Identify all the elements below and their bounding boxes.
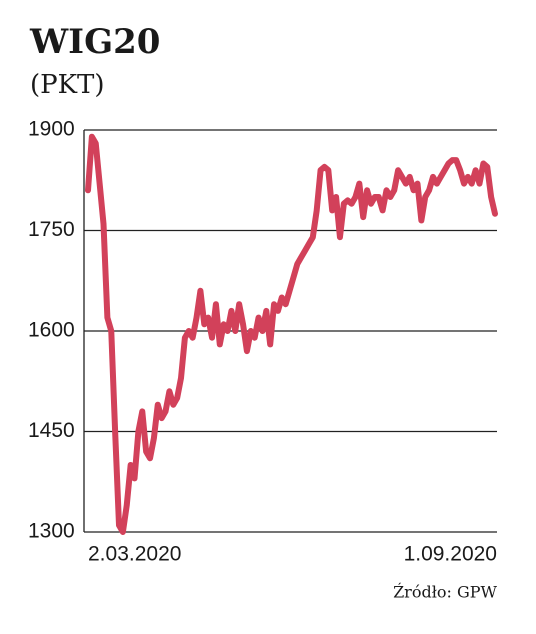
y-tick-label: 1600 [28, 319, 75, 342]
chart-title: WIG20 [29, 22, 160, 62]
y-tick-label: 1450 [28, 419, 75, 442]
x-tick-label: 1.09.2020 [404, 543, 497, 566]
y-tick-label: 1300 [28, 520, 75, 543]
source: Źródło: GPW [393, 582, 497, 602]
y-tick-label: 1900 [28, 118, 75, 141]
x-tick-label: 2.03.2020 [88, 543, 181, 566]
line [85, 133, 498, 535]
y-tick-label: 1750 [28, 218, 75, 241]
chart-subtitle: (PKT) [30, 70, 105, 100]
